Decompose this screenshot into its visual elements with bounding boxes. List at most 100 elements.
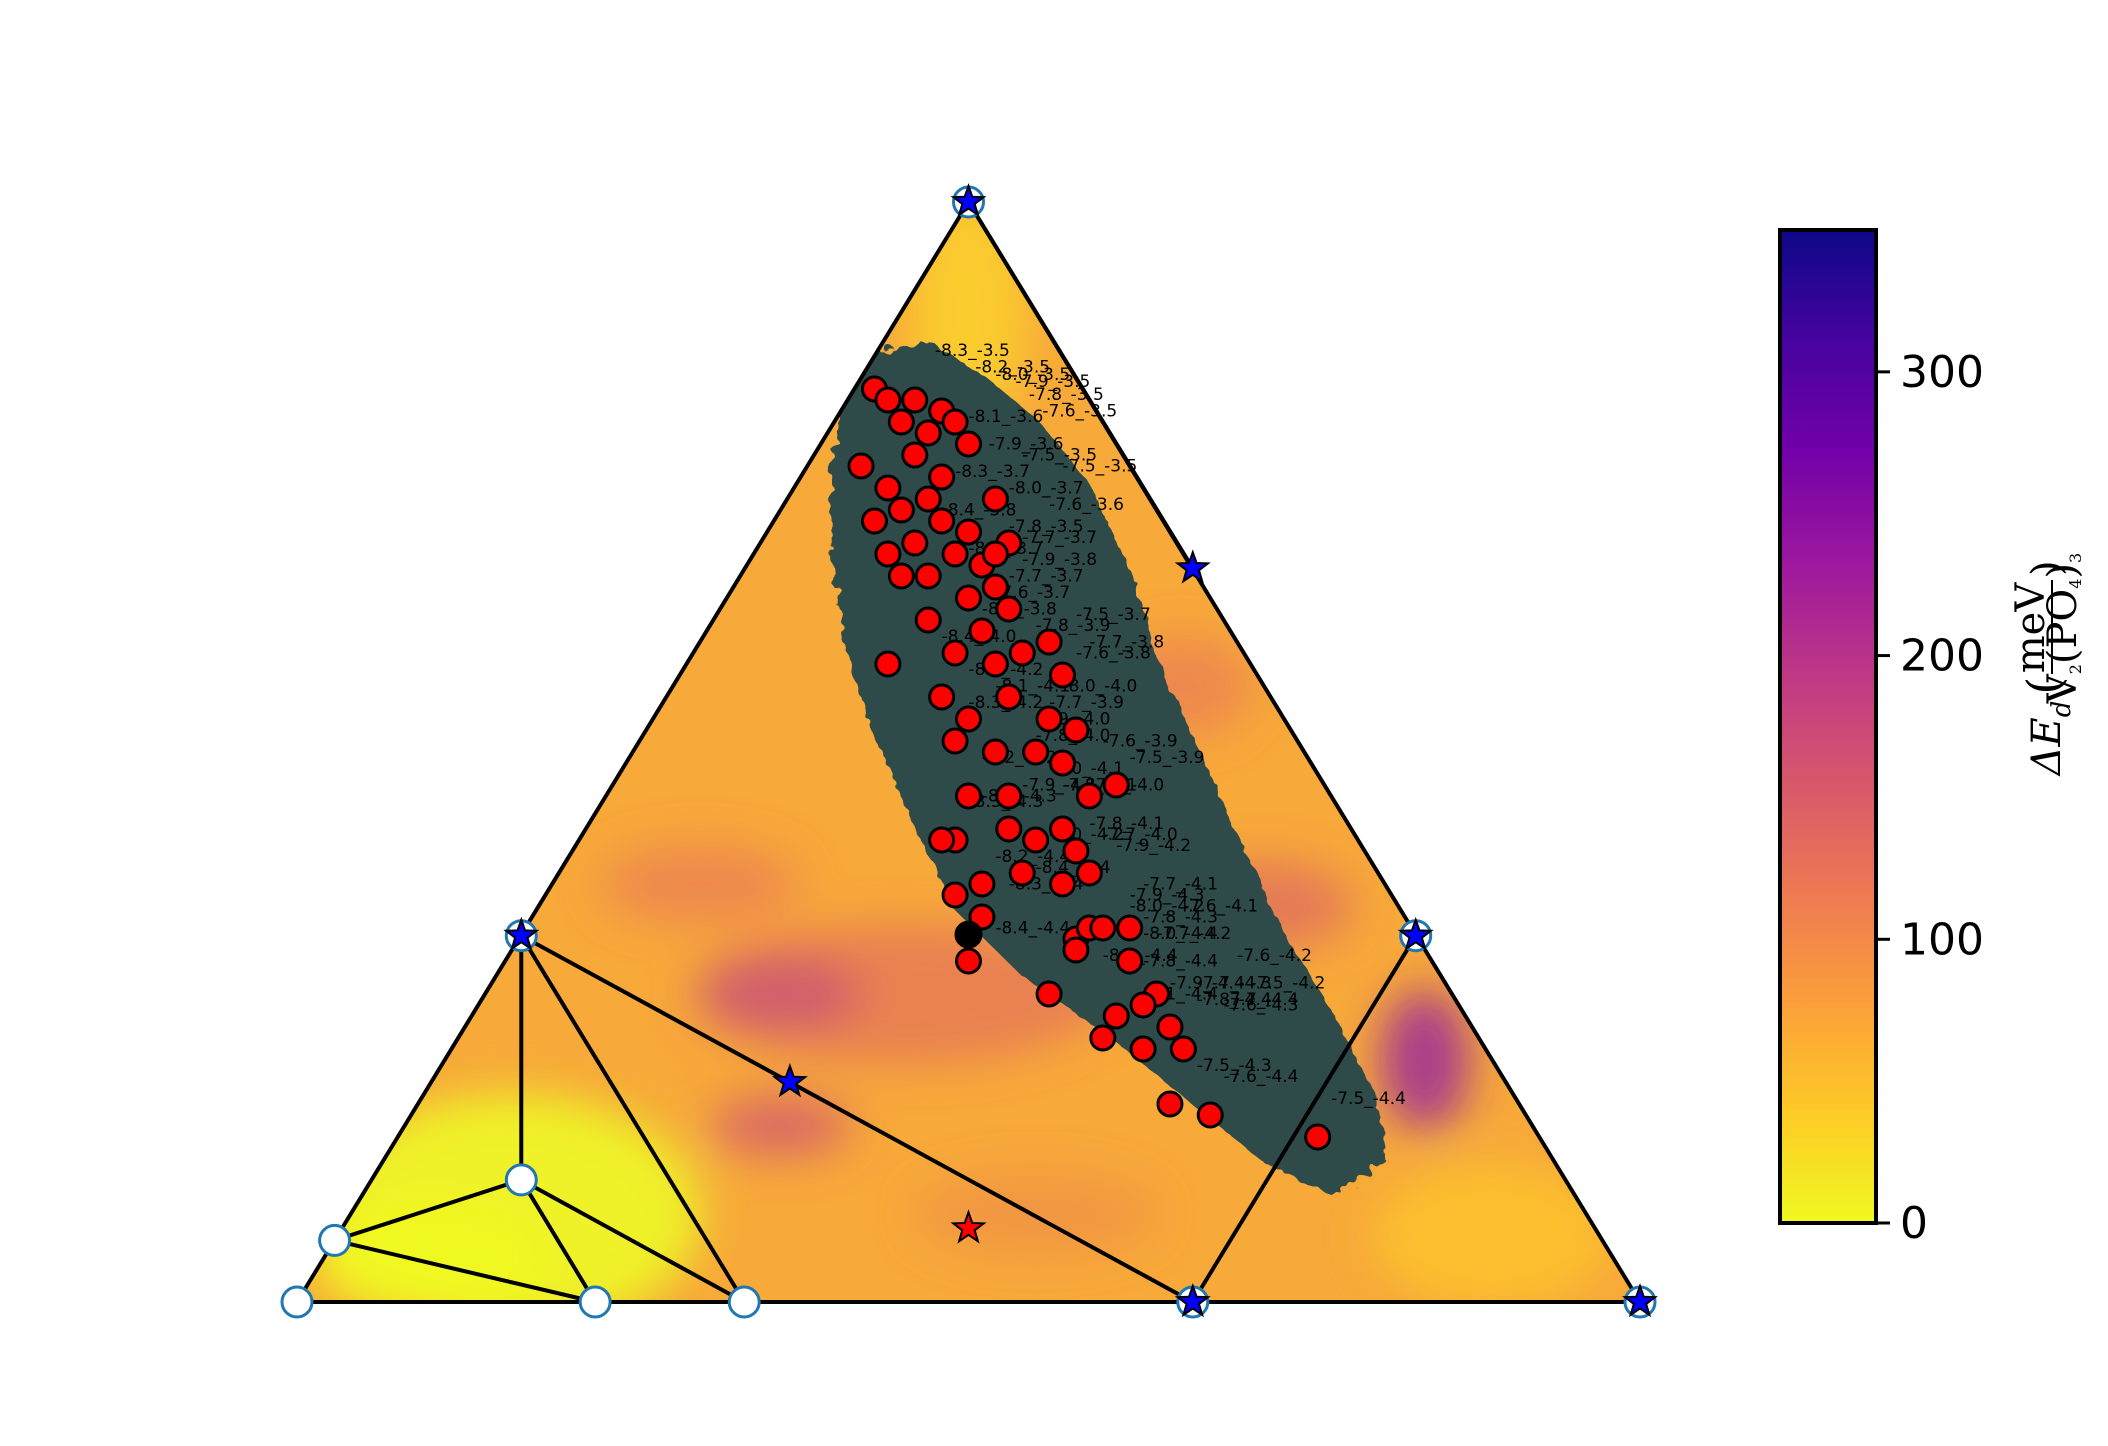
red-data-point (941, 881, 969, 909)
point-label: -7.9_-3.5 (1016, 372, 1091, 392)
point-label: -7.6_-4.1 (1183, 897, 1258, 917)
red-data-point (1062, 936, 1090, 964)
point-label: -7.9_-3.8 (1022, 550, 1097, 570)
point-label: -8.0_-3.7 (1009, 479, 1084, 499)
point-label: -7.7_-4.4 (1224, 990, 1299, 1010)
red-data-point (1022, 826, 1050, 854)
red-data-point (1196, 1101, 1224, 1129)
red-data-point (887, 562, 915, 590)
red-data-point (955, 782, 982, 810)
point-label: -7.9_-4.2 (1116, 836, 1191, 856)
tie-line (520, 1178, 746, 1304)
red-data-point (981, 573, 1009, 601)
point-label: -8.1_-3.6 (969, 407, 1044, 427)
point-labels: -8.3_-3.5-8.2_-3.5-8.0_-3.5-7.9_-3.5-7.8… (935, 341, 1406, 1109)
red-data-point (1049, 870, 1077, 898)
red-data-point (1008, 859, 1036, 887)
point-label: -7.7_-4.2 (1157, 924, 1232, 944)
red-data-point (928, 826, 956, 854)
red-data-point (995, 815, 1023, 843)
stable-phase-star (1174, 549, 1211, 584)
red-data-point (941, 727, 969, 755)
tie-line (519, 1178, 597, 1304)
red-data-point (874, 540, 902, 568)
black-data-point (954, 920, 983, 949)
red-data-point (968, 617, 996, 645)
svg-text:meV: meV (2008, 582, 2054, 674)
point-label: -7.9_-3.6 (989, 435, 1064, 455)
tie-line (520, 933, 1194, 1304)
red-star-marker (950, 1209, 987, 1244)
red-data-point (1089, 914, 1117, 942)
svg-text:V2(PO4)3: V2(PO4)3 (2040, 553, 2086, 704)
point-label: -7.9_-4.4 (1170, 974, 1245, 994)
point-label: -8.3_-3.5 (935, 341, 1010, 361)
point-label: -7.7_-3.8 (1089, 633, 1164, 653)
red-data-point (955, 430, 982, 458)
red-data-point (901, 529, 929, 557)
red-data-point (928, 683, 956, 711)
stable-phase-star (503, 916, 540, 951)
red-data-point (914, 419, 942, 447)
open-phase-marker (280, 1285, 314, 1319)
triangle-outline (295, 200, 1642, 1304)
red-data-point (941, 408, 969, 436)
stable-phase-star (950, 183, 987, 218)
red-data-point (995, 782, 1023, 810)
red-data-points (847, 375, 1332, 1151)
red-data-point (981, 738, 1009, 766)
red-data-point (1035, 628, 1063, 656)
red-data-point (901, 441, 929, 469)
red-data-point (981, 650, 1009, 678)
point-label: -7.9_-4.3 (1130, 886, 1205, 906)
red-data-point (1049, 815, 1077, 843)
red-data-point (1129, 991, 1157, 1019)
red-data-point (968, 870, 996, 898)
red-data-point (1304, 1123, 1332, 1151)
red-data-point (1129, 1035, 1157, 1063)
salmon-zone-left (599, 844, 800, 924)
red-data-point (1156, 1090, 1184, 1118)
point-label: -8.0_-4.0 (1063, 677, 1138, 697)
stable-phase-star (1397, 916, 1434, 951)
colorbar-tick-label: 200 (1900, 631, 1984, 682)
red-data-point (941, 540, 969, 568)
red-data-point (1035, 980, 1063, 1008)
red-data-point (887, 408, 915, 436)
red-data-point (1049, 661, 1077, 689)
tie-line (333, 1177, 522, 1243)
red-data-point (1156, 1013, 1184, 1041)
point-label: -7.6_-4.3 (1224, 996, 1299, 1016)
point-label: -7.7_-4.1 (1143, 875, 1218, 895)
red-data-point (1049, 749, 1077, 777)
point-label: -7.8_-3.5 (1029, 385, 1104, 405)
red-data-point (1075, 782, 1103, 810)
red-data-point (1102, 1002, 1130, 1030)
point-label: -7.5_-3.9 (1130, 748, 1205, 768)
point-label: -7.8_-4.1 (1089, 814, 1164, 834)
open-phase-marker (504, 1163, 538, 1197)
colorbar-tick-label: 100 (1900, 914, 1984, 965)
red-data-point (981, 540, 1009, 568)
point-label: -8.0_-3.5 (995, 365, 1070, 385)
red-data-point (1035, 705, 1063, 733)
point-label: -7.6_-3.5 (1042, 402, 1117, 422)
red-data-point (941, 639, 969, 667)
point-label: -7.6_-3.9 (1103, 732, 1178, 752)
point-label: -7.5_-4.2 (1251, 974, 1326, 994)
tie-line (1191, 934, 1418, 1304)
red-data-point (1102, 771, 1130, 799)
red-data-point (1116, 947, 1144, 975)
red-data-point (1089, 1024, 1117, 1052)
red-data-point (1169, 1035, 1197, 1063)
point-label: -7.5_-4.4 (1331, 1089, 1406, 1109)
svg-text:): ) (2024, 560, 2070, 576)
red-data-point (1008, 639, 1036, 667)
red-data-point (1062, 837, 1090, 865)
svg-text:ΔEd(: ΔEd( (2017, 677, 2077, 778)
open-phase-marker (578, 1285, 612, 1319)
red-data-point (955, 518, 982, 546)
point-label: -7.7_-3.9 (1049, 693, 1124, 713)
